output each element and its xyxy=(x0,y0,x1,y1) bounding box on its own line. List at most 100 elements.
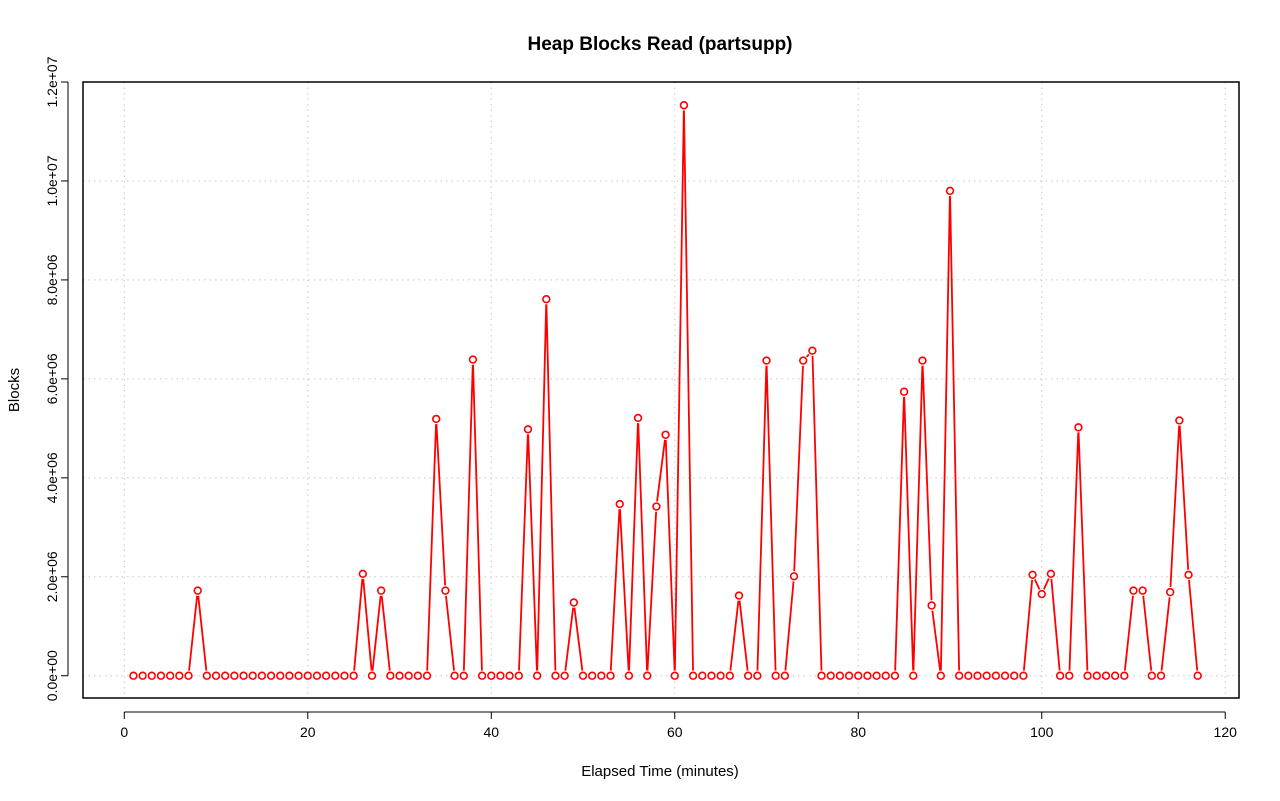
data-point xyxy=(239,671,248,680)
data-point xyxy=(1010,671,1019,680)
data-point xyxy=(211,671,221,680)
data-point xyxy=(1028,570,1037,579)
data-point xyxy=(404,671,413,680)
data-point xyxy=(432,414,441,424)
data-point xyxy=(927,601,936,610)
data-point xyxy=(147,671,157,680)
data-point xyxy=(918,356,927,365)
data-point xyxy=(285,671,294,680)
data-point xyxy=(376,586,386,595)
data-points xyxy=(128,100,1203,681)
data-point xyxy=(1175,416,1184,425)
data-point xyxy=(1037,589,1046,599)
data-point xyxy=(230,671,239,680)
data-point xyxy=(1147,671,1157,680)
data-point xyxy=(826,671,835,680)
data-point xyxy=(624,671,634,680)
data-point xyxy=(331,671,340,680)
data-point xyxy=(762,356,771,365)
data-point xyxy=(1156,671,1166,680)
data-point xyxy=(532,671,542,680)
y-axis: 0.0e+00 2.0e+06 4.0e+06 6.0e+06 8.0e+06 1.0e+… xyxy=(44,56,69,701)
data-point xyxy=(734,591,744,600)
data-point xyxy=(1083,671,1092,680)
data-point xyxy=(1165,587,1175,597)
data-point xyxy=(156,671,166,680)
x-tick-label: 20 xyxy=(300,724,316,740)
data-point xyxy=(936,671,946,680)
data-point xyxy=(954,671,964,680)
x-tick-label: 60 xyxy=(667,724,683,740)
data-point xyxy=(367,671,377,680)
data-point xyxy=(1101,671,1111,680)
data-point xyxy=(1000,671,1010,680)
data-point xyxy=(468,355,478,364)
data-point xyxy=(643,671,652,680)
data-point xyxy=(688,671,698,680)
data-point xyxy=(587,671,597,680)
data-point xyxy=(817,671,826,680)
data-point xyxy=(321,671,331,680)
x-tick-label: 0 xyxy=(120,724,128,740)
data-point xyxy=(395,671,404,680)
data-point xyxy=(184,671,193,680)
data-point xyxy=(945,186,955,196)
data-point xyxy=(1092,671,1101,680)
data-point xyxy=(725,671,735,680)
data-point xyxy=(138,671,147,680)
data-point xyxy=(872,671,881,680)
data-point xyxy=(340,671,349,680)
data-point xyxy=(743,671,753,680)
data-point xyxy=(514,671,523,680)
data-point xyxy=(1110,671,1120,680)
y-tick-label: 2.0e+06 xyxy=(44,551,60,602)
data-point xyxy=(863,671,872,680)
data-point xyxy=(753,671,762,680)
data-point xyxy=(386,671,395,680)
data-point xyxy=(606,671,615,680)
data-point xyxy=(982,671,991,680)
y-tick-label: 1.0e+07 xyxy=(44,155,60,206)
data-point xyxy=(881,671,890,680)
data-point xyxy=(716,671,725,680)
data-point xyxy=(597,671,606,680)
data-point xyxy=(496,671,505,680)
data-point xyxy=(707,671,716,680)
data-point xyxy=(1193,671,1202,680)
data-point xyxy=(294,671,303,680)
data-point xyxy=(991,671,1001,680)
plot-frame xyxy=(82,81,1240,699)
grid xyxy=(83,81,1239,698)
data-point xyxy=(349,671,358,680)
data-point xyxy=(1065,671,1074,680)
data-point xyxy=(487,671,496,680)
data-point xyxy=(193,586,202,595)
data-point xyxy=(1074,423,1083,432)
data-point xyxy=(909,671,918,680)
data-point xyxy=(670,671,679,680)
data-point xyxy=(835,671,845,680)
data-point xyxy=(505,671,514,680)
data-point xyxy=(165,671,175,680)
data-point xyxy=(1129,586,1138,595)
data-point xyxy=(422,671,432,680)
data-point xyxy=(129,671,138,680)
data-point xyxy=(661,430,670,439)
data-point xyxy=(569,598,579,607)
data-point xyxy=(441,586,450,595)
chart-title: Heap Blocks Read (partsupp) xyxy=(528,34,793,55)
y-axis-title: Blocks xyxy=(6,368,23,412)
data-point xyxy=(780,671,790,680)
data-point xyxy=(652,502,661,511)
y-tick-label: 8.0e+06 xyxy=(44,254,60,305)
x-axis: 0 20 40 60 80 100 120 xyxy=(120,711,1237,740)
data-point xyxy=(175,671,184,680)
data-point xyxy=(771,671,780,680)
data-point xyxy=(459,671,468,680)
data-point xyxy=(808,346,817,355)
data-point xyxy=(523,425,533,434)
data-point xyxy=(899,387,909,396)
y-tick-label: 0.0e+00 xyxy=(44,650,60,701)
data-point xyxy=(890,671,900,680)
